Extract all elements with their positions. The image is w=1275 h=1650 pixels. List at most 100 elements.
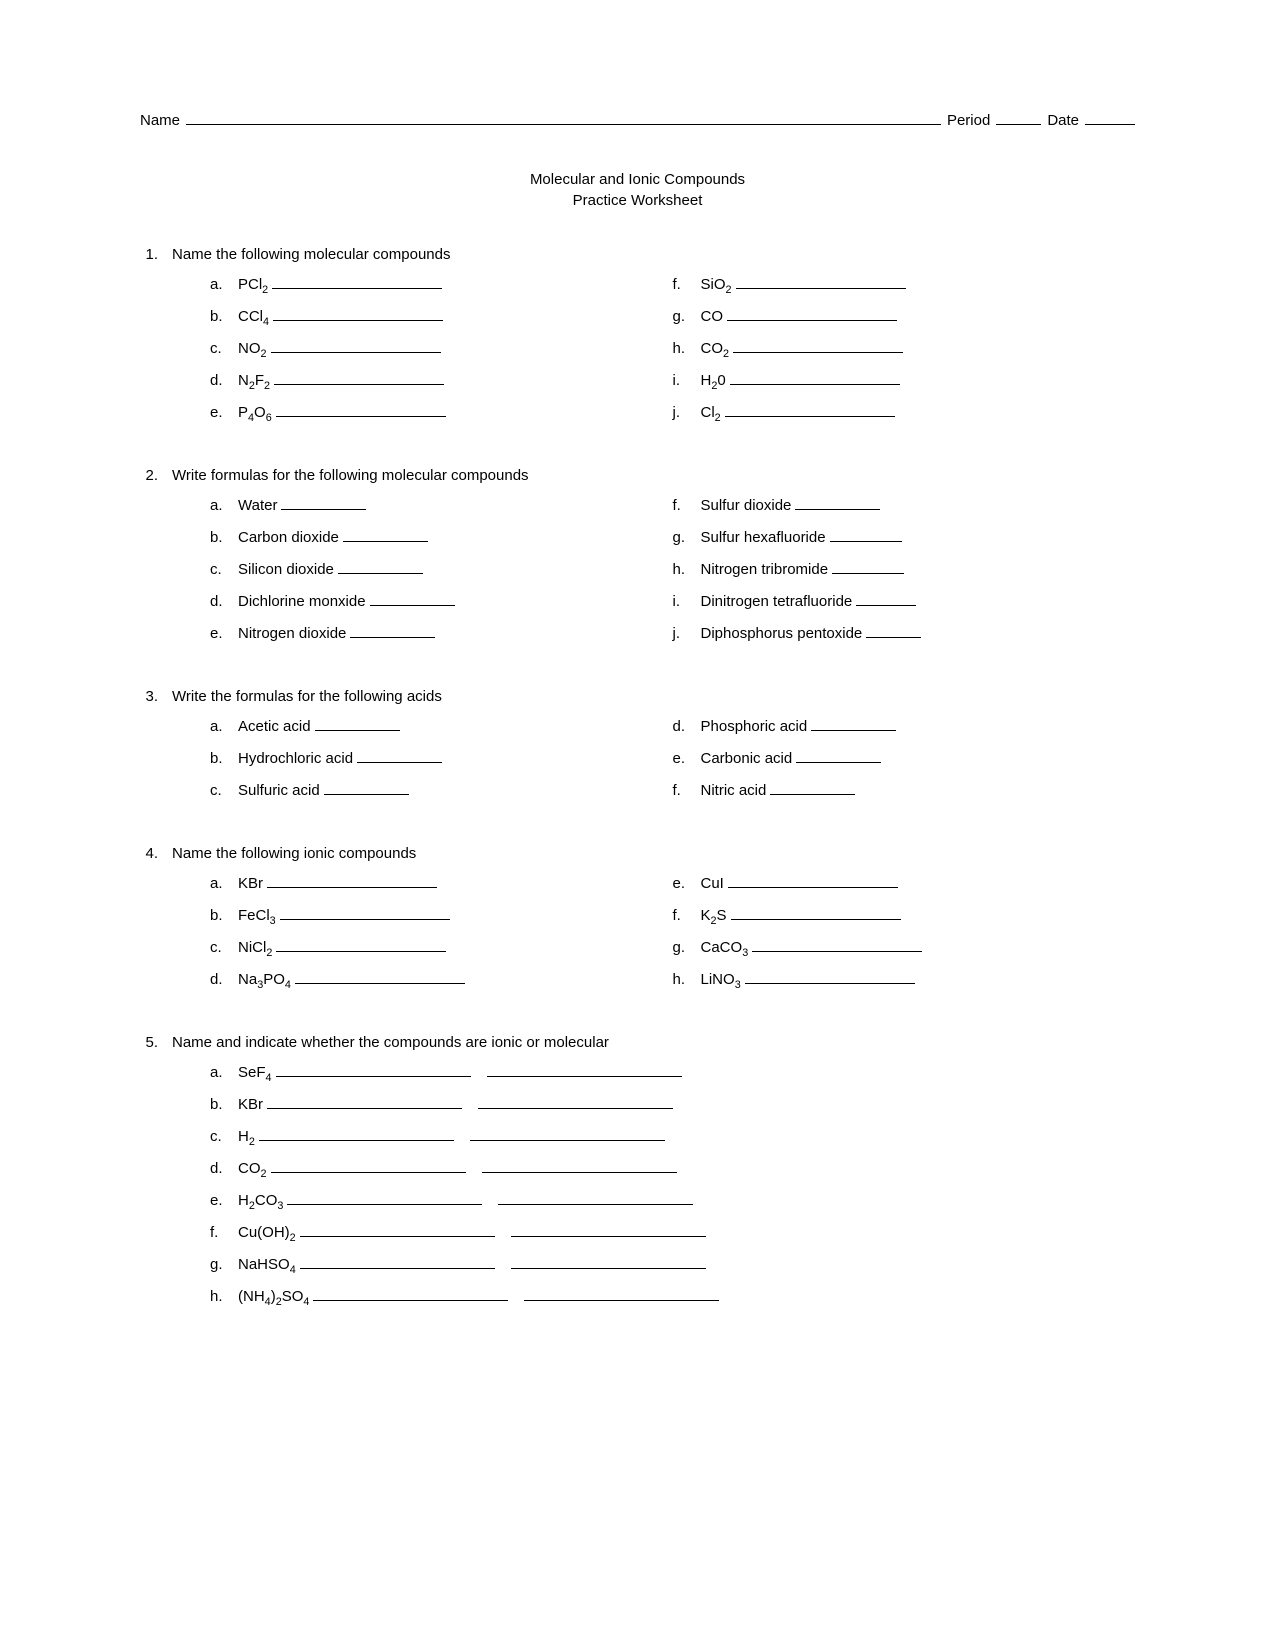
- answer-blank-1[interactable]: [287, 1190, 482, 1205]
- answer-blank[interactable]: [315, 716, 400, 731]
- answer-blank[interactable]: [295, 969, 465, 984]
- answer-blank[interactable]: [730, 370, 900, 385]
- answer-blank-2[interactable]: [487, 1062, 682, 1077]
- answer-blank-1[interactable]: [313, 1286, 508, 1301]
- date-field-blank[interactable]: [1085, 110, 1135, 125]
- list-item: h.CO2: [673, 337, 1136, 361]
- answer-blank[interactable]: [830, 527, 902, 542]
- item-letter: e.: [210, 401, 238, 425]
- answer-blank-1[interactable]: [271, 1158, 466, 1173]
- answer-blank[interactable]: [733, 338, 903, 353]
- question-text: Name the following molecular compounds: [172, 246, 450, 263]
- list-item: c.NiCl2: [210, 936, 673, 960]
- answer-blank[interactable]: [276, 937, 446, 952]
- item-label: Acetic acid: [238, 715, 311, 739]
- item-label: P4O6: [238, 401, 272, 425]
- answer-blank[interactable]: [728, 873, 898, 888]
- item-label: N2F2: [238, 369, 270, 393]
- answer-blank[interactable]: [271, 338, 441, 353]
- list-item: c.Silicon dioxide: [210, 558, 673, 582]
- item-label: CCl4: [238, 305, 269, 329]
- answer-blank[interactable]: [281, 495, 366, 510]
- item-label: Nitrogen tribromide: [701, 558, 829, 582]
- answer-blank[interactable]: [276, 402, 446, 417]
- answer-blank[interactable]: [370, 591, 455, 606]
- list-item: a.KBr: [210, 872, 673, 896]
- answer-blank-2[interactable]: [511, 1254, 706, 1269]
- item-label: Hydrochloric acid: [238, 747, 353, 771]
- item-letter: g.: [673, 936, 701, 960]
- answer-blank-2[interactable]: [511, 1222, 706, 1237]
- answer-blank[interactable]: [350, 623, 435, 638]
- answer-blank[interactable]: [736, 274, 906, 289]
- name-field-blank[interactable]: [186, 110, 941, 125]
- answer-blank[interactable]: [343, 527, 428, 542]
- title-line-1: Molecular and Ionic Compounds: [140, 169, 1135, 190]
- answer-blank[interactable]: [795, 495, 880, 510]
- list-item: g.CaCO3: [673, 936, 1136, 960]
- title-line-2: Practice Worksheet: [140, 190, 1135, 211]
- answer-blank[interactable]: [796, 748, 881, 763]
- answer-blank[interactable]: [731, 905, 901, 920]
- answer-blank[interactable]: [745, 969, 915, 984]
- answer-blank[interactable]: [770, 780, 855, 795]
- period-field-blank[interactable]: [996, 110, 1041, 125]
- item-letter: d.: [210, 1157, 238, 1181]
- item-label: Carbon dioxide: [238, 526, 339, 550]
- item-label: Nitrogen dioxide: [238, 622, 346, 646]
- list-item: d.Phosphoric acid: [673, 715, 1136, 739]
- answer-blank-2[interactable]: [482, 1158, 677, 1173]
- item-letter: f.: [673, 494, 701, 518]
- item-letter: e.: [210, 622, 238, 646]
- answer-blank-2[interactable]: [498, 1190, 693, 1205]
- question-text: Name and indicate whether the compounds …: [172, 1034, 609, 1051]
- list-item: g.NaHSO4: [210, 1253, 1135, 1277]
- answer-blank-1[interactable]: [267, 1094, 462, 1109]
- list-item: e.H2CO3: [210, 1189, 1135, 1213]
- item-letter: i.: [673, 369, 701, 393]
- answer-blank[interactable]: [338, 559, 423, 574]
- answer-blank-1[interactable]: [276, 1062, 471, 1077]
- answer-blank[interactable]: [324, 780, 409, 795]
- list-item: h.(NH4)2SO4: [210, 1285, 1135, 1309]
- answer-blank[interactable]: [832, 559, 904, 574]
- list-item: j.Cl2: [673, 401, 1136, 425]
- item-letter: d.: [210, 590, 238, 614]
- item-label: FeCl3: [238, 904, 276, 928]
- list-item: h.LiNO3: [673, 968, 1136, 992]
- answer-blank[interactable]: [752, 937, 922, 952]
- answer-blank[interactable]: [272, 274, 442, 289]
- answer-blank[interactable]: [273, 306, 443, 321]
- list-item: g.Sulfur hexafluoride: [673, 526, 1136, 550]
- list-item: d.N2F2: [210, 369, 673, 393]
- question-number: 2.: [140, 467, 172, 484]
- answer-blank-2[interactable]: [524, 1286, 719, 1301]
- question-number: 5.: [140, 1034, 172, 1051]
- item-letter: g.: [210, 1253, 238, 1277]
- item-label: Dinitrogen tetrafluoride: [701, 590, 853, 614]
- item-letter: d.: [673, 715, 701, 739]
- answer-blank[interactable]: [811, 716, 896, 731]
- list-item: h.Nitrogen tribromide: [673, 558, 1136, 582]
- answer-blank[interactable]: [357, 748, 442, 763]
- item-letter: b.: [210, 904, 238, 928]
- answer-blank[interactable]: [866, 623, 921, 638]
- answer-blank-1[interactable]: [300, 1222, 495, 1237]
- question-text: Write the formulas for the following aci…: [172, 688, 442, 705]
- item-letter: c.: [210, 1125, 238, 1149]
- answer-blank-2[interactable]: [478, 1094, 673, 1109]
- answer-blank[interactable]: [727, 306, 897, 321]
- answer-blank-2[interactable]: [470, 1126, 665, 1141]
- answer-blank[interactable]: [280, 905, 450, 920]
- answer-blank[interactable]: [274, 370, 444, 385]
- answer-blank[interactable]: [267, 873, 437, 888]
- answer-blank[interactable]: [856, 591, 916, 606]
- item-label: CO2: [238, 1157, 267, 1181]
- answer-blank[interactable]: [725, 402, 895, 417]
- item-label: SeF4: [238, 1061, 272, 1085]
- answer-blank-1[interactable]: [259, 1126, 454, 1141]
- item-label: Sulfur hexafluoride: [701, 526, 826, 550]
- item-label: LiNO3: [701, 968, 741, 992]
- answer-blank-1[interactable]: [300, 1254, 495, 1269]
- item-letter: f.: [673, 779, 701, 803]
